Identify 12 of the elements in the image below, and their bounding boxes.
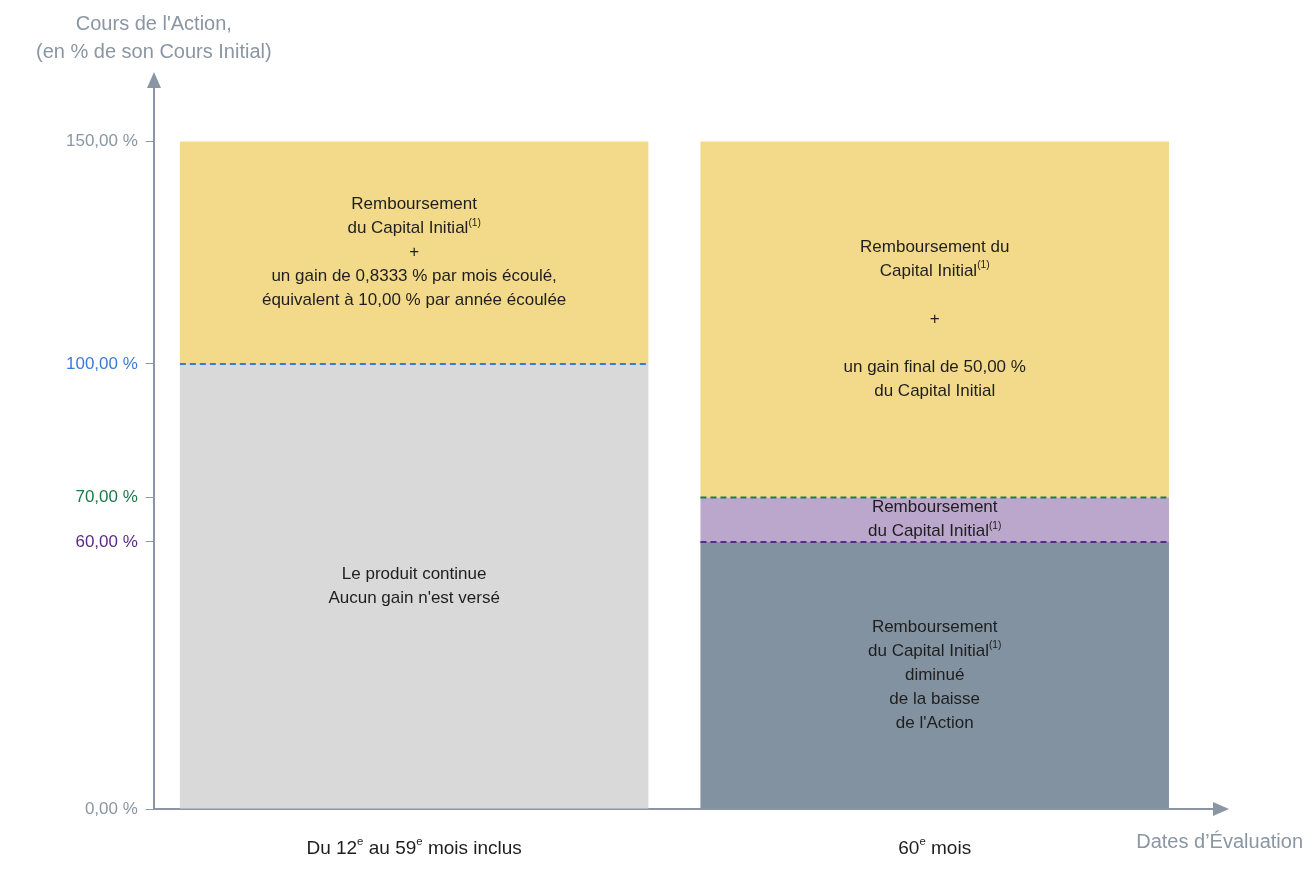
bar bbox=[179, 141, 649, 364]
bar bbox=[700, 497, 1169, 542]
y-tick-label: 70,00 % bbox=[75, 487, 138, 507]
y-axis-title: Cours de l'Action, (en % de son Cours Initial) bbox=[36, 11, 272, 62]
bar bbox=[700, 141, 1169, 498]
y-tick-label: 60,00 % bbox=[75, 531, 138, 551]
y-tick-label: 100,00 % bbox=[65, 353, 138, 373]
x-axis-title: Dates d’Évaluation bbox=[1136, 829, 1304, 852]
y-tick-label: 0,00 % bbox=[84, 798, 138, 818]
bar bbox=[179, 363, 649, 809]
y-tick-label: 150,00 % bbox=[65, 131, 138, 151]
annotation: Le produit continue Aucun gain n'est versé bbox=[328, 563, 500, 607]
